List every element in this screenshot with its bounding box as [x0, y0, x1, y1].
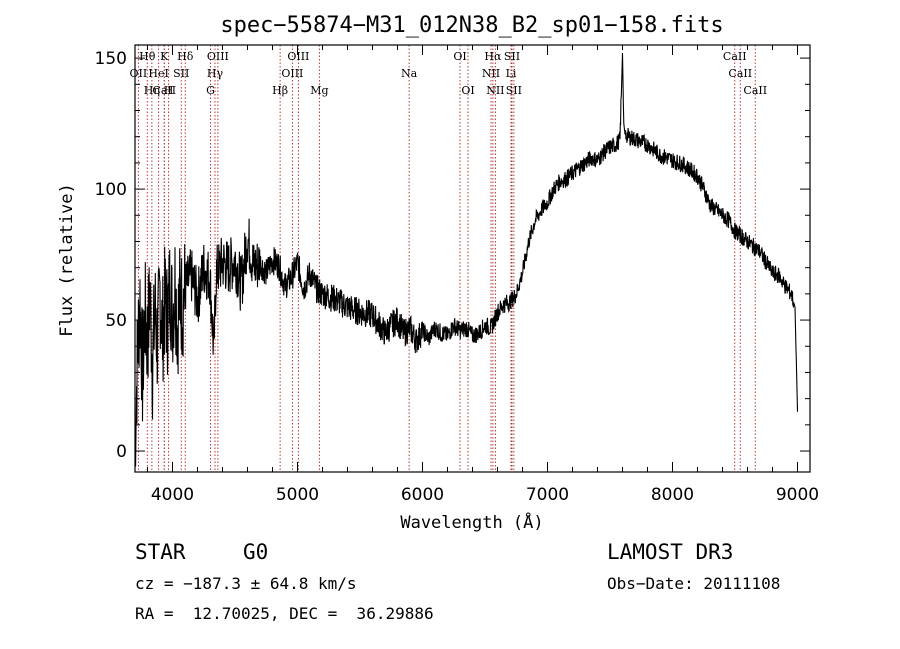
line-label: OII	[130, 67, 148, 80]
redshift-cz: cz = −187.3 ± 64.8 km/s	[135, 574, 357, 593]
line-label: Na	[401, 67, 418, 80]
object-class: STAR	[135, 540, 186, 564]
line-label: CaII	[723, 50, 747, 63]
plot-frame	[134, 44, 811, 473]
y-tick-label: 100	[95, 180, 127, 200]
line-label: NII	[486, 84, 504, 97]
line-label: Li	[506, 67, 517, 80]
y-tick-label: 50	[105, 311, 127, 331]
x-tick-label: 4000	[151, 485, 194, 505]
obs-date: Obs−Date: 20111108	[607, 574, 781, 593]
line-label: Hγ	[207, 67, 224, 80]
spectral-line-labels: CaII Hθ K H OII HeI Hη SII Hδ OIII Hγ G Hβ OIII OIII Mg…	[130, 50, 768, 97]
line-label: HeI	[148, 67, 168, 80]
x-tick-label: 9000	[776, 485, 819, 505]
line-label: H	[164, 84, 174, 97]
y-tick-label: 150	[95, 49, 127, 69]
line-label: Hα	[484, 50, 502, 63]
y-axis-label: Flux (relative)	[57, 183, 77, 337]
line-label: SII	[504, 50, 520, 63]
x-tick-label: 6000	[401, 485, 444, 505]
line-label: Hδ	[177, 50, 194, 63]
line-label: Mg	[310, 84, 328, 97]
line-label: OIII	[207, 50, 229, 63]
line-label: Hθ	[139, 50, 156, 63]
x-tick-label: 8000	[651, 485, 694, 505]
line-label: SII	[506, 84, 522, 97]
line-label: CaII	[152, 84, 176, 97]
line-label: CaII	[728, 67, 752, 80]
line-label: OIII	[287, 50, 309, 63]
line-label: Hβ	[272, 84, 288, 97]
x-axis-label: Wavelength (Å)	[400, 511, 543, 533]
x-tick-label: 7000	[526, 485, 569, 505]
line-label: OI	[453, 50, 466, 63]
chart-title: spec−55874−M31_012N38_B2_sp01−158.fits	[220, 13, 723, 38]
line-label: NII	[482, 67, 500, 80]
y-tick-label: 0	[116, 442, 127, 462]
line-label: Hη	[144, 84, 160, 97]
line-label: K	[160, 50, 169, 63]
line-label: OI	[461, 84, 474, 97]
line-label: OIII	[281, 67, 303, 80]
survey-name: LAMOST DR3	[607, 540, 734, 564]
line-label: SII	[173, 67, 189, 80]
line-label: CaII	[743, 84, 767, 97]
ra-dec: RA = 12.70025, DEC = 36.29886	[135, 604, 434, 623]
spectrum-series-line	[134, 52, 799, 467]
line-label: G	[206, 84, 215, 97]
axis-ticks: 4000 5000 6000 7000 8000 9000 0 50 100 150	[95, 45, 819, 505]
x-tick-label: 5000	[276, 485, 319, 505]
object-subclass: G0	[243, 540, 269, 564]
